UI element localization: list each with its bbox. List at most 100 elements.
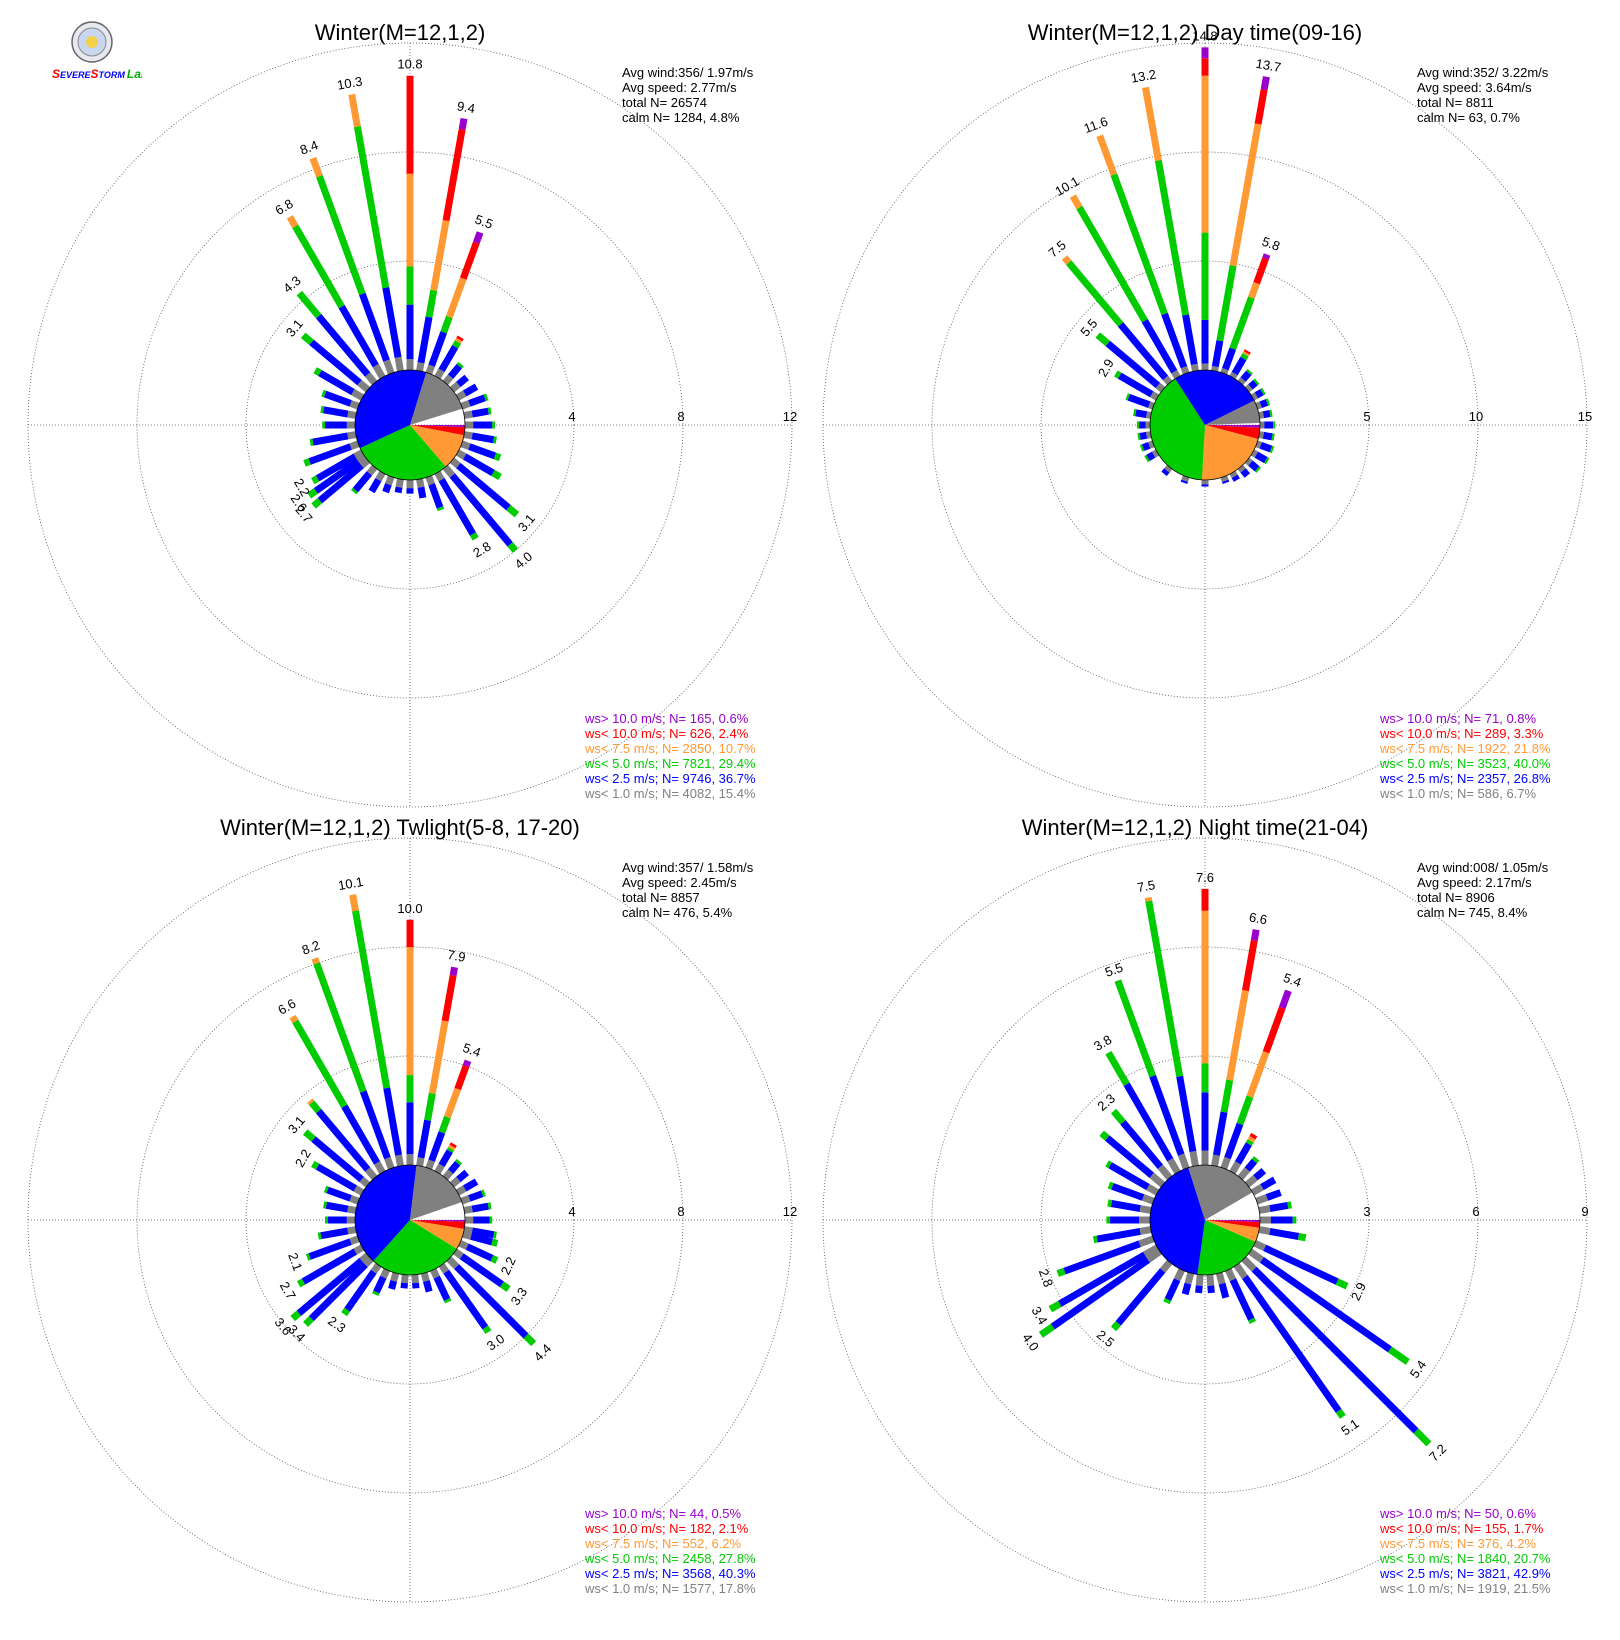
bar-segment [446,1147,455,1153]
bar-segment [1141,442,1151,451]
ring-label: 9 [1581,1204,1588,1219]
bar-segment [1095,332,1111,347]
bar-segment [471,407,489,418]
speed-share-pie [1149,1164,1261,1276]
bar-segment [449,473,513,547]
legend-entry: ws< 5.0 m/s; N= 3523, 40.0% [1379,756,1551,771]
bar-value-label: 2.9 [1095,356,1117,379]
bar-segment [1211,1154,1220,1167]
stat-total: total N= 26574 [622,95,707,110]
bar-segment [1248,379,1258,390]
bar-value-label: 3.1 [285,1113,308,1136]
pie-slice [410,372,463,425]
bar-segment [292,1019,348,1109]
bar-segment [356,453,367,465]
bar-segment [1246,368,1253,376]
bar-segment [406,1154,414,1165]
bar-segment [1264,421,1274,429]
bar-value-label: 6.6 [275,996,298,1018]
bar-segment [308,1238,352,1260]
bar-segment [1117,322,1169,381]
pie-slice [410,1165,462,1220]
legend-entry: ws> 10.0 m/s; N= 165, 0.6% [584,711,749,726]
bar-segment [353,449,365,460]
bar-segment [1159,1259,1173,1273]
bar-segment [1096,1227,1141,1243]
severe-storm-lab-logo: SEVERESTORMLab. [52,20,152,82]
bar-segment [490,1255,499,1264]
bar-segment [1387,1346,1410,1365]
legend-entry: ws> 10.0 m/s; N= 44, 0.5% [584,1506,742,1521]
bar-segment [1229,123,1262,267]
bar-segment [300,332,314,346]
legend-entry: ws< 1.0 m/s; N= 1577, 17.8% [584,1581,756,1596]
bar-segment [1139,1216,1150,1224]
bar-value-label: 2.2 [498,1254,519,1277]
pie-slice [360,425,446,481]
bar-segment [388,1280,398,1290]
bar-segment [1246,1051,1270,1098]
bar-value-label: 8.2 [300,937,322,957]
bar-segment [327,1216,347,1224]
bar-segment [1141,1194,1155,1205]
bar-segment [321,389,327,398]
bar-value-label: 4.4 [531,1341,554,1364]
bar-segment [455,1185,467,1196]
bar-segment [1142,86,1162,162]
bar-segment [1224,1122,1244,1160]
bar-segment [1105,1160,1112,1169]
bar-segment [325,1216,328,1224]
bar-segment [1262,410,1271,419]
bar-segment [454,1064,470,1091]
legend-entry: ws< 1.0 m/s; N= 1919, 21.5% [1379,1581,1551,1596]
bar-segment [1259,399,1269,408]
bar-segment [390,1272,400,1282]
bar-segment [1249,1132,1258,1140]
bar-value-label: 10.1 [337,874,365,893]
bar-segment [470,1232,493,1246]
bar-segment [1146,451,1156,461]
bar-segment [1247,1136,1256,1143]
bar-segment [1110,1108,1126,1125]
bar-value-label: 10.8 [397,57,422,72]
bar-segment [1292,1216,1297,1224]
bar-segment [1099,1130,1110,1141]
bar-segment [1201,888,1209,911]
bar-segment [308,1100,322,1114]
bar-segment [1106,1216,1111,1224]
bar-segment [312,432,349,446]
bar-segment [315,313,371,377]
bar-segment [351,389,365,401]
windrose-panel-4: Winter(M=12,1,2) Night time(21-04) 3 6 9 7.5… [822,815,1589,1603]
bar-segment [506,504,520,518]
bar-segment [309,438,314,447]
bar-segment [349,894,359,912]
bar-segment [1056,1267,1066,1277]
pie-slice [1201,425,1259,480]
bar-segment [1259,1257,1392,1353]
bar-segment [296,1278,306,1288]
bar-segment [1146,1248,1162,1263]
stat-total: total N= 8906 [1417,890,1495,905]
bar-segment [400,1282,408,1289]
bar-segment [1181,475,1190,482]
windrose-panel-3: Winter(M=12,1,2) Twlight(5-8, 17-20) 4 8 12… [27,815,797,1603]
bar-segment [315,453,358,482]
bar-segment [447,1161,461,1174]
pie-outline [1149,1164,1261,1276]
bar-segment [441,974,457,1022]
bar-segment [1201,484,1209,487]
bar-segment [308,1262,368,1322]
bar-segment [1136,421,1140,429]
bar-segment [430,1268,440,1279]
bar-segment [1255,401,1262,410]
bar-value-label: 5.5 [1103,960,1125,980]
bar-segment [1076,205,1148,323]
range-ring [822,42,1588,808]
bar-segment [338,304,379,368]
bar-segment [346,421,355,429]
bar-segment [1145,421,1150,429]
bar-segment [406,919,414,947]
bar-segment [1144,454,1150,463]
bar-value-label: 14.8 [1192,28,1217,43]
